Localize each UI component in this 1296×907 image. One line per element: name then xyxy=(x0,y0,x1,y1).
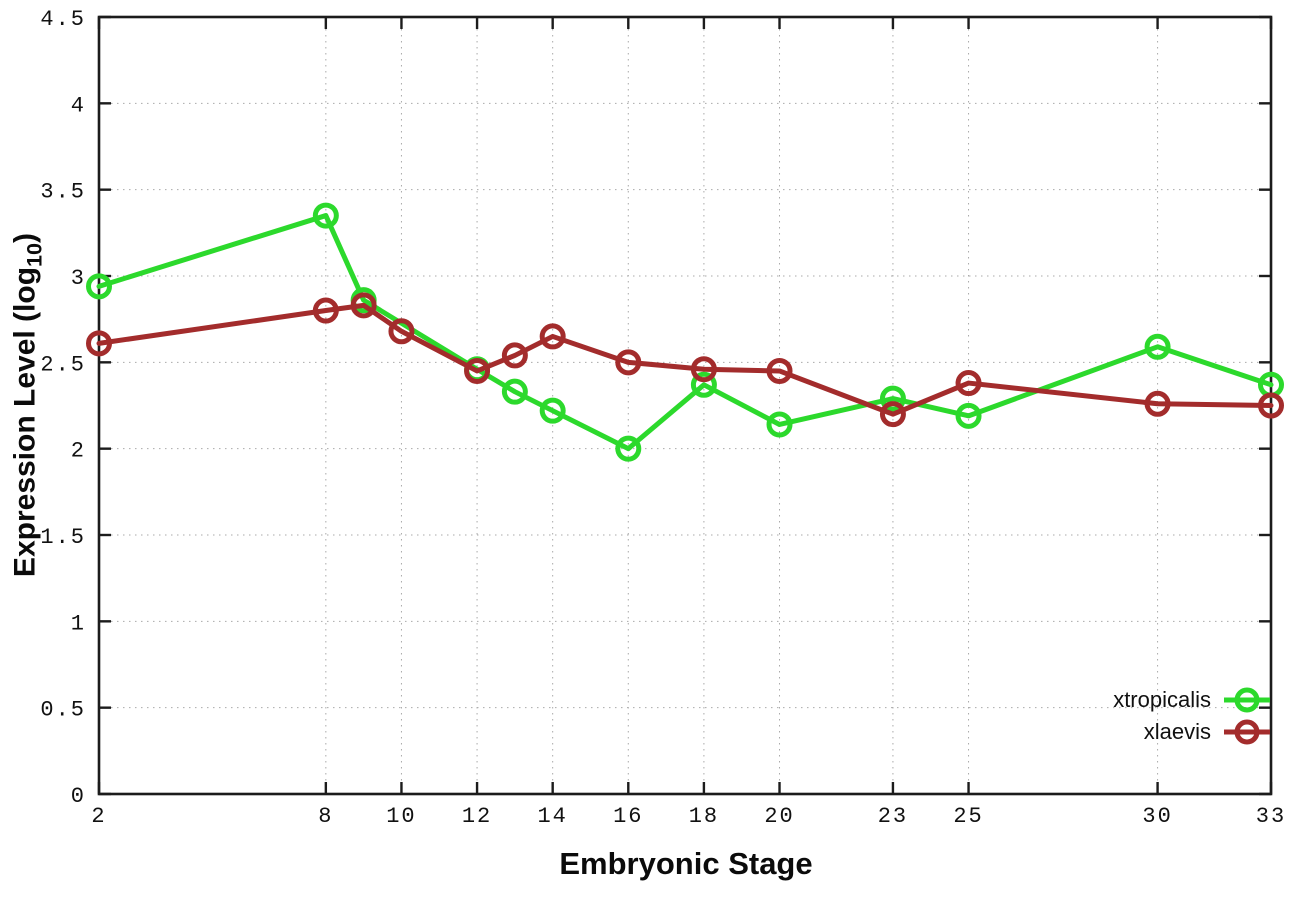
x-tick-label: 2 xyxy=(91,804,106,829)
x-tick-label: 14 xyxy=(537,804,567,829)
y-axis-title-text: Expression Level (log xyxy=(8,266,42,578)
x-tick-label: 25 xyxy=(953,804,983,829)
data-point-xtropicalis xyxy=(1144,333,1171,360)
y-axis-title-close: ) xyxy=(8,232,42,243)
data-point-xtropicalis xyxy=(615,435,642,462)
data-point-xtropicalis xyxy=(312,202,339,229)
y-tick-label: 0.5 xyxy=(40,698,86,723)
data-point-xtropicalis xyxy=(766,411,793,438)
data-point-xlaevis xyxy=(690,356,717,383)
y-tick-label: 1.5 xyxy=(40,525,86,550)
series-line-xtropicalis xyxy=(96,213,1274,452)
legend-marker-xtropicalis-icon xyxy=(1224,687,1270,713)
legend-item-xlaevis: xlaevis xyxy=(1113,716,1272,748)
legend-label-xlaevis: xlaevis xyxy=(1143,719,1211,744)
x-tick-label: 30 xyxy=(1142,804,1172,829)
y-tick-label: 4 xyxy=(71,93,86,118)
data-point-xlaevis xyxy=(955,370,982,397)
x-tick-label: 8 xyxy=(318,804,333,829)
y-tick-label: 2.5 xyxy=(40,352,86,377)
data-point-xtropicalis xyxy=(955,402,982,429)
x-tick-label: 16 xyxy=(613,804,643,829)
legend-item-xtropicalis: xtropicalis xyxy=(1113,684,1272,716)
data-point-xlaevis xyxy=(388,318,415,345)
data-point-xtropicalis xyxy=(501,378,528,405)
data-point-xlaevis xyxy=(350,292,377,319)
y-tick-label: 3.5 xyxy=(40,180,86,205)
legend: xtropicalis xlaevis xyxy=(1113,684,1272,748)
x-axis-title: Embryonic Stage xyxy=(559,846,813,881)
y-tick-label: 3 xyxy=(71,266,86,291)
data-point-xlaevis xyxy=(464,357,491,384)
x-tick-label: 18 xyxy=(689,804,719,829)
data-point-xtropicalis xyxy=(879,385,906,412)
y-axis-title-subscript: 10 xyxy=(21,242,47,267)
y-tick-label: 1 xyxy=(71,611,86,636)
legend-marker-xlaevis-icon xyxy=(1224,719,1270,745)
data-point-xtropicalis xyxy=(690,371,717,398)
data-point-xlaevis xyxy=(501,342,528,369)
x-tick-label: 20 xyxy=(764,804,794,829)
y-axis-title: Expression Level (log10) xyxy=(9,233,48,577)
data-point-xlaevis xyxy=(539,323,566,350)
y-tick-label: 2 xyxy=(71,439,86,464)
data-point-xlaevis xyxy=(1258,392,1284,419)
data-point-xtropicalis xyxy=(86,273,112,300)
data-point-xlaevis xyxy=(86,330,112,357)
series-line-xlaevis xyxy=(96,302,1274,417)
data-point-xtropicalis xyxy=(539,397,566,424)
x-tick-label: 33 xyxy=(1256,804,1286,829)
x-tick-label: 10 xyxy=(386,804,416,829)
data-point-xlaevis xyxy=(1144,390,1171,417)
legend-label-xtropicalis: xtropicalis xyxy=(1113,687,1211,712)
data-point-xlaevis xyxy=(615,349,642,376)
data-point-xlaevis xyxy=(879,401,906,428)
x-tick-label: 23 xyxy=(878,804,908,829)
plot-border xyxy=(97,15,1273,796)
x-tick-label: 12 xyxy=(462,804,492,829)
y-tick-label: 4.5 xyxy=(40,7,86,32)
data-point-xlaevis xyxy=(766,357,793,384)
data-point-xlaevis xyxy=(312,297,339,324)
y-tick-label: 0 xyxy=(71,784,86,809)
